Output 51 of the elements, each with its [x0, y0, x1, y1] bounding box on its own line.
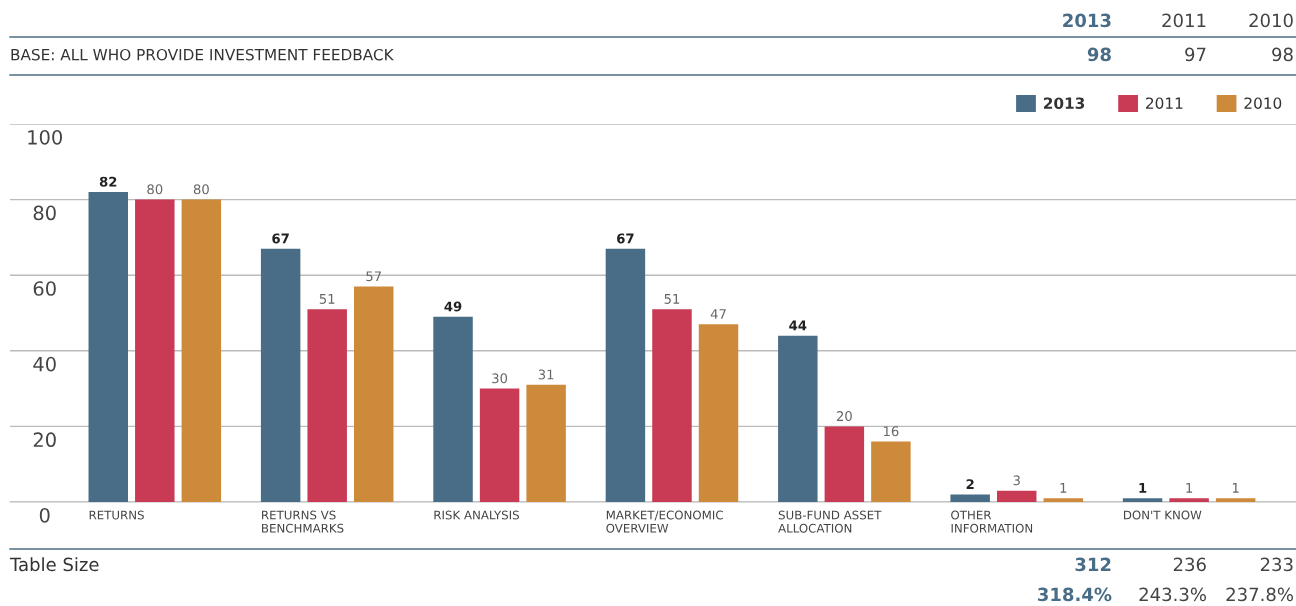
text: 98 — [1272, 47, 1293, 62]
x-tick-label: OTHER INFORMATION — [951, 510, 1033, 533]
text: 243.3% — [1139, 587, 1206, 602]
x-tick-label: RISK ANALYSIS — [434, 510, 519, 520]
data-label: 67 — [617, 233, 634, 244]
data-label: 80 — [147, 184, 163, 195]
data-label: 49 — [444, 301, 462, 312]
text: 236 — [1173, 557, 1206, 572]
data-label: 30 — [492, 373, 508, 384]
data-label: 31 — [538, 369, 554, 380]
data-label: 67 — [272, 233, 289, 244]
text: 312 — [1075, 557, 1111, 572]
legend-label: 2010 — [1244, 97, 1282, 109]
data-label: 20 — [836, 411, 852, 422]
text: 2010 — [1249, 13, 1293, 28]
x-tick-label: RETURNS VS BENCHMARKS — [262, 510, 344, 533]
text: 2013 — [1063, 13, 1111, 28]
y-tick-label: 40 — [33, 356, 56, 372]
data-label: 82 — [99, 176, 117, 187]
text: BASE: ALL WHO PROVIDE INVESTMENT FEEDBACK — [11, 48, 394, 61]
legend-label: 2011 — [1146, 97, 1183, 109]
data-label: 51 — [319, 294, 335, 304]
data-label: 1 — [1139, 483, 1147, 493]
data-label: 80 — [193, 184, 209, 195]
text: Table Size — [9, 557, 99, 572]
data-label: 1 — [1060, 483, 1067, 493]
text: 2011 — [1162, 13, 1206, 28]
text: 233 — [1260, 557, 1293, 572]
data-label: 3 — [1013, 475, 1020, 486]
text: 318.4% — [1038, 587, 1112, 602]
x-tick-label: MARKET/ECONOMIC OVERVIEW — [606, 510, 723, 533]
data-label: 16 — [883, 426, 899, 437]
text: 98 — [1087, 47, 1111, 62]
data-label: 57 — [366, 271, 381, 282]
data-label: 2 — [966, 479, 974, 489]
data-label: 1 — [1232, 483, 1239, 493]
y-tick-label: 60 — [33, 281, 56, 296]
x-tick-label: DON'T KNOW — [1124, 510, 1202, 520]
data-label: 47 — [710, 309, 726, 319]
x-tick-label: RETURNS — [89, 510, 144, 520]
text: 237.8% — [1226, 587, 1293, 602]
data-label: 51 — [664, 294, 680, 304]
data-label: 44 — [789, 320, 807, 331]
x-tick-label: SUB-FUND ASSET ALLOCATION — [778, 510, 882, 533]
data-label: 1 — [1186, 483, 1193, 493]
y-tick-label: 80 — [33, 205, 56, 221]
text: 97 — [1185, 47, 1206, 62]
legend-label: 2013 — [1044, 97, 1085, 109]
y-tick-label: 0 — [39, 507, 50, 523]
y-tick-label: 100 — [28, 129, 62, 145]
y-tick-label: 20 — [33, 432, 56, 448]
